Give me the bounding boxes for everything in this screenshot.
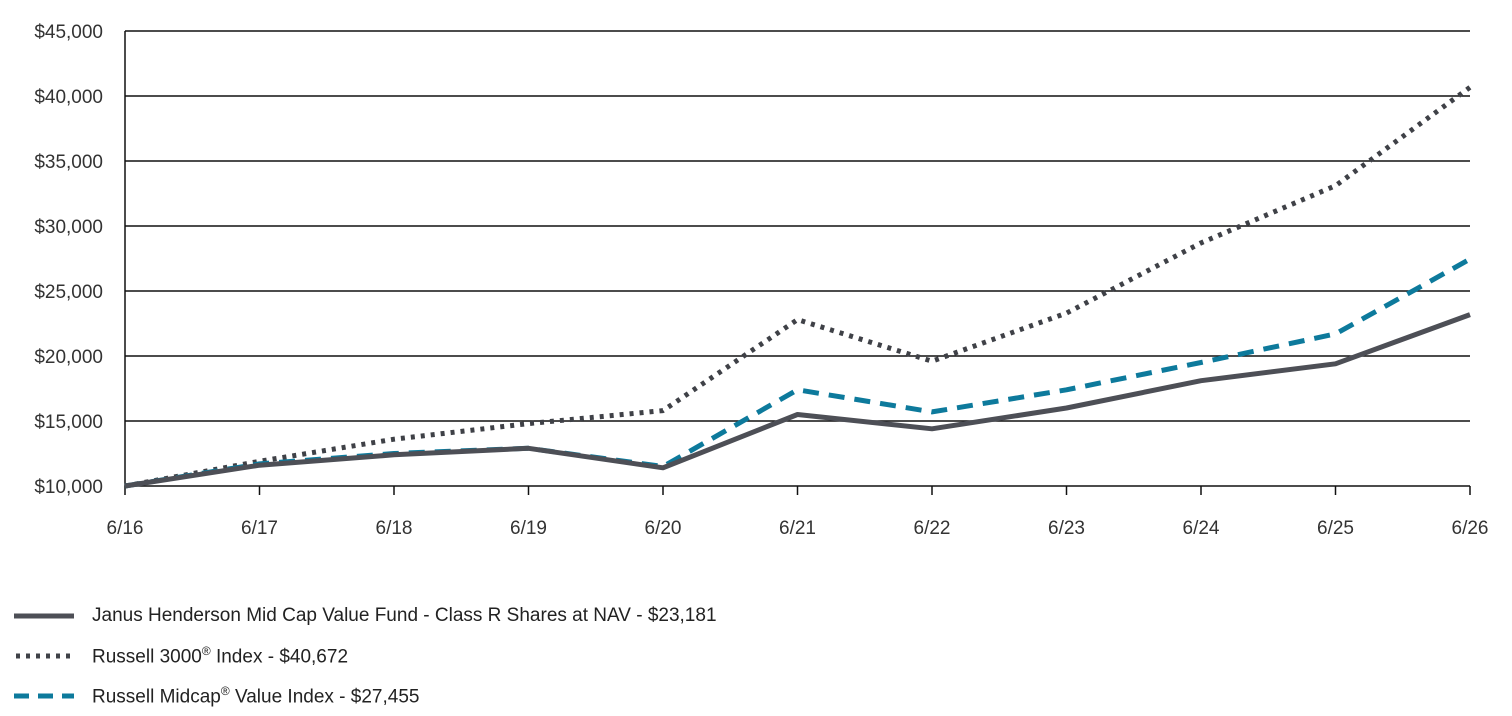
x-axis: 6/16 6/17 6/18 6/19 6/20 6/21 6/22 6/23 6/24 6/25…: [107, 31, 1489, 539]
x-tick-label: 6/21: [779, 518, 816, 539]
series-line-solid: [124, 312, 1471, 489]
y-tick-label: $45,000: [34, 22, 103, 43]
legend-swatch-dashed: [14, 693, 74, 699]
y-tick-label: $40,000: [34, 87, 103, 108]
y-tick-label: $10,000: [34, 477, 103, 498]
series-line-dashed: [124, 256, 1472, 489]
line-chart: $10,000 $15,000 $20,000 $25,000 $30,000 $35,0…: [34, 22, 1489, 539]
y-tick-label: $35,000: [34, 152, 103, 173]
x-tick-label: 6/26: [1452, 518, 1489, 539]
legend-label-russell-midcap-value: Russell Midcap® Value Index - $27,455: [92, 683, 420, 708]
x-tick-label: 6/18: [376, 518, 413, 539]
y-tick-label: $25,000: [34, 282, 103, 303]
x-tick-label: 6/20: [645, 518, 682, 539]
legend-item-russell-midcap-value: Russell Midcap® Value Index - $27,455: [14, 676, 717, 716]
x-tick-label: 6/22: [914, 518, 951, 539]
legend-item-russell-3000: Russell 3000® Index - $40,672: [14, 636, 717, 676]
x-tick-label: 6/17: [241, 518, 278, 539]
gridlines: [125, 30, 1470, 487]
y-tick-label: $30,000: [34, 217, 103, 238]
y-axis-tick-labels: $10,000 $15,000 $20,000 $25,000 $30,000 $35,0…: [34, 22, 103, 498]
legend-swatch-solid: [14, 613, 74, 619]
series-line-dotted: [124, 85, 1472, 489]
x-tick-label: 6/24: [1183, 518, 1220, 539]
series-lines: [124, 85, 1472, 489]
legend: Janus Henderson Mid Cap Value Fund - Cla…: [14, 596, 717, 716]
x-tick-label: 6/23: [1048, 518, 1085, 539]
legend-label-fund: Janus Henderson Mid Cap Value Fund - Cla…: [92, 605, 717, 626]
legend-label-russell-3000: Russell 3000® Index - $40,672: [92, 643, 349, 668]
x-tick-label: 6/16: [107, 518, 144, 539]
y-tick-label: $15,000: [34, 412, 103, 433]
y-tick-label: $20,000: [34, 347, 103, 368]
x-tick-label: 6/19: [510, 518, 547, 539]
legend-swatch-dotted: [16, 653, 74, 659]
x-tick-label: 6/25: [1317, 518, 1354, 539]
legend-item-fund: Janus Henderson Mid Cap Value Fund - Cla…: [14, 596, 717, 636]
